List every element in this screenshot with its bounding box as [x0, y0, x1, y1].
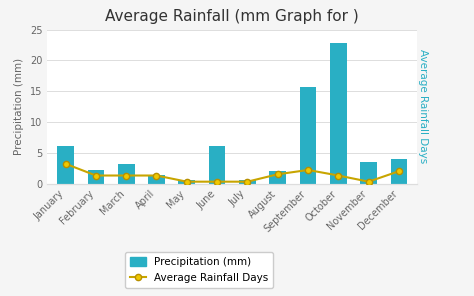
Legend: Precipitation (mm), Average Rainfall Days: Precipitation (mm), Average Rainfall Day…: [125, 252, 273, 288]
Y-axis label: Average Rainfall Days: Average Rainfall Days: [418, 49, 428, 164]
Bar: [88, 170, 104, 184]
Bar: [209, 146, 226, 184]
Bar: [360, 162, 377, 184]
Title: Average Rainfall (mm Graph for ): Average Rainfall (mm Graph for ): [105, 9, 359, 24]
Bar: [57, 146, 74, 184]
Bar: [239, 181, 256, 184]
Bar: [179, 180, 195, 184]
Bar: [118, 164, 135, 184]
Bar: [330, 43, 346, 184]
Bar: [300, 87, 316, 184]
Y-axis label: Precipitation (mm): Precipitation (mm): [15, 58, 25, 155]
Bar: [269, 170, 286, 184]
Bar: [391, 159, 407, 184]
Bar: [148, 175, 165, 184]
